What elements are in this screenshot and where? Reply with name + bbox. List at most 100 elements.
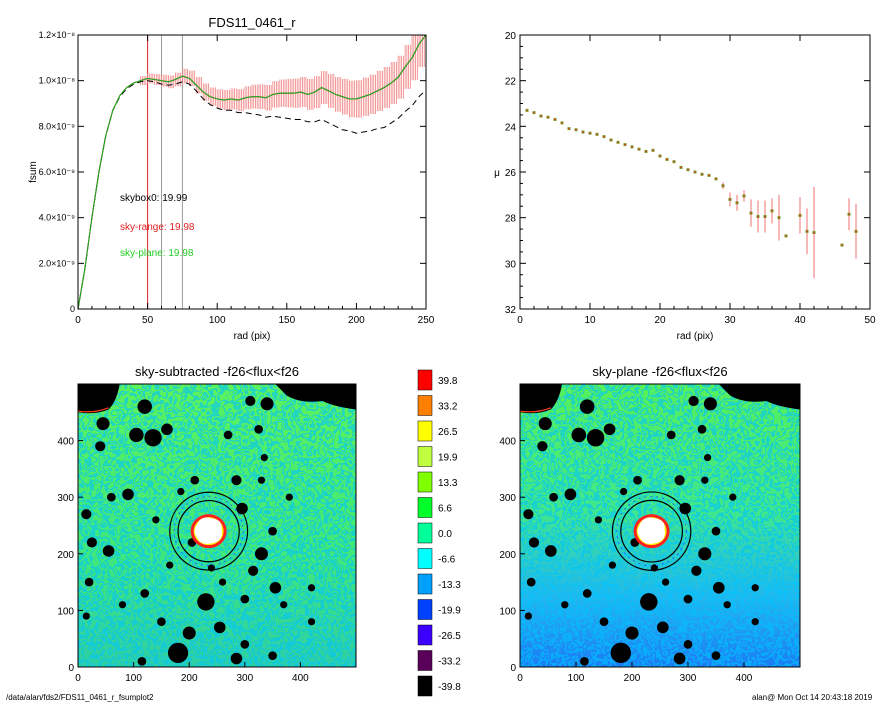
mask-blob: [711, 526, 721, 536]
mu-xtick-label: 10: [584, 315, 596, 326]
mu-panel: 0 10 20 30 40 50 20 22 24 26 28 30 32 rad (pix) μ: [494, 31, 876, 342]
mask-blob: [528, 537, 540, 548]
mask-blob: [84, 577, 94, 587]
mu-point-core: [722, 185, 724, 187]
mu-point-core: [624, 144, 626, 146]
mask-blob: [751, 584, 759, 592]
fsum-xtick-label: 250: [418, 315, 435, 326]
mu-point-core: [568, 128, 570, 130]
fsum-ytick-label: 2.0×10⁻⁹: [39, 258, 76, 268]
mu-point-core: [680, 166, 682, 168]
image-sky-plane-galaxy-core: [637, 517, 665, 544]
mask-blob: [157, 617, 166, 627]
fsum-series-2: [78, 35, 426, 309]
image-sky-plane-xtick-label: 400: [736, 673, 753, 684]
colorbar-label: 33.2: [438, 402, 458, 413]
mask-blob: [712, 581, 725, 594]
mask-blob: [190, 475, 200, 485]
mask-blob: [177, 487, 185, 496]
mask-blob: [307, 618, 316, 626]
mask-blob: [586, 429, 605, 447]
mask-blob: [640, 593, 658, 611]
fsum-xtick-label: 100: [209, 315, 226, 326]
mask-blob: [523, 509, 534, 520]
mask-blob: [96, 417, 110, 431]
mu-ytick-label: 26: [505, 168, 517, 179]
fsum-ylabel: fsum: [28, 161, 39, 183]
mask-blob: [140, 589, 150, 598]
mask-blob: [197, 593, 215, 611]
mask-blob: [697, 424, 707, 434]
fsum-xtick-label: 0: [75, 315, 81, 326]
mask-blob: [661, 578, 670, 586]
mask-blob: [107, 492, 116, 502]
mu-point-core: [694, 171, 696, 173]
mu-point-core: [757, 216, 759, 218]
mask-blob: [679, 502, 692, 515]
image-sky-plane-annulus-mid: [616, 496, 687, 567]
mu-ytick-label: 24: [505, 122, 517, 133]
mask-blob: [95, 441, 106, 452]
fsum-xtick-label: 200: [348, 315, 365, 326]
mu-ylabel: μ: [494, 168, 500, 179]
mask-blob: [625, 626, 639, 640]
mu-point-core: [715, 178, 717, 180]
mask-blob: [619, 487, 628, 496]
fsum-title: FDS11_0461_r: [208, 15, 296, 30]
fsum-annotation-1: sky-range: 19.98: [120, 222, 195, 233]
colorbar-label: -39.8: [438, 682, 461, 693]
colorbar-label: 6.6: [438, 504, 452, 515]
mask-blob: [751, 618, 759, 626]
mask-blob: [257, 476, 266, 484]
image-sky-subtracted-xtick-label: 400: [292, 673, 309, 684]
mu-point-core: [589, 132, 591, 134]
fsum-annotation-2: sky-plane: 19.98: [120, 248, 194, 259]
mask-blob: [82, 612, 90, 620]
fsum-ytick-label: 0: [70, 304, 75, 314]
mask-blob: [254, 547, 268, 561]
fsum-ytick-label: 8.0×10⁻⁹: [39, 121, 76, 131]
mu-point-core: [666, 158, 668, 160]
image-sky-subtracted-xtick-label: 0: [75, 673, 81, 684]
mu-point-core: [582, 131, 584, 133]
mu-xtick-label: 50: [864, 315, 876, 326]
mask-blob: [122, 488, 134, 501]
mu-ytick-label: 28: [505, 214, 517, 225]
mask-blob: [549, 492, 558, 502]
image-sky-subtracted-galaxy-core: [194, 517, 222, 544]
mask-blob: [608, 561, 617, 569]
mu-point-core: [785, 235, 787, 237]
mask-blob: [260, 397, 274, 411]
mask-blob: [564, 488, 577, 501]
mask-blob: [152, 516, 160, 524]
mu-point-core: [806, 230, 808, 232]
mu-point-core: [540, 115, 542, 117]
fsum-ytick-label: 6.0×10⁻⁹: [39, 167, 76, 177]
mask-blob: [218, 578, 227, 586]
mask-blob: [230, 652, 243, 665]
colorbar-swatch: [417, 573, 433, 595]
mask-blob: [167, 642, 189, 663]
mu-ytick-label: 20: [505, 31, 517, 42]
image-sky-plane-annulus-1: [611, 491, 692, 571]
image-sky-subtracted-title: sky-subtracted -f26<flux<f26: [135, 364, 299, 379]
mu-point-core: [848, 213, 850, 215]
colorbar-swatch: [417, 675, 433, 697]
colorbar-swatch: [417, 446, 433, 467]
colorbar-swatch: [417, 471, 433, 493]
image-sky-plane-ytick-label: 100: [499, 606, 516, 617]
footer-stamp: alan@ Mon Oct 14 20:43:18 2019: [752, 693, 873, 702]
mask-blob: [571, 427, 587, 443]
mu-point-core: [841, 244, 843, 246]
image-sky-subtracted-xtick-label: 200: [181, 673, 198, 684]
mu-point-core: [764, 216, 766, 218]
mu-point-core: [617, 141, 619, 143]
mask-blob: [526, 577, 536, 587]
mu-ytick-label: 30: [505, 259, 517, 270]
mask-blob: [240, 594, 250, 604]
colorbar-label: 39.8: [438, 376, 458, 387]
image-sky-subtracted-ytick-label: 0: [68, 663, 74, 674]
image-sky-plane-annulus-0: [620, 499, 683, 563]
fsum-xtick-label: 150: [278, 315, 295, 326]
mu-point-core: [561, 122, 563, 124]
